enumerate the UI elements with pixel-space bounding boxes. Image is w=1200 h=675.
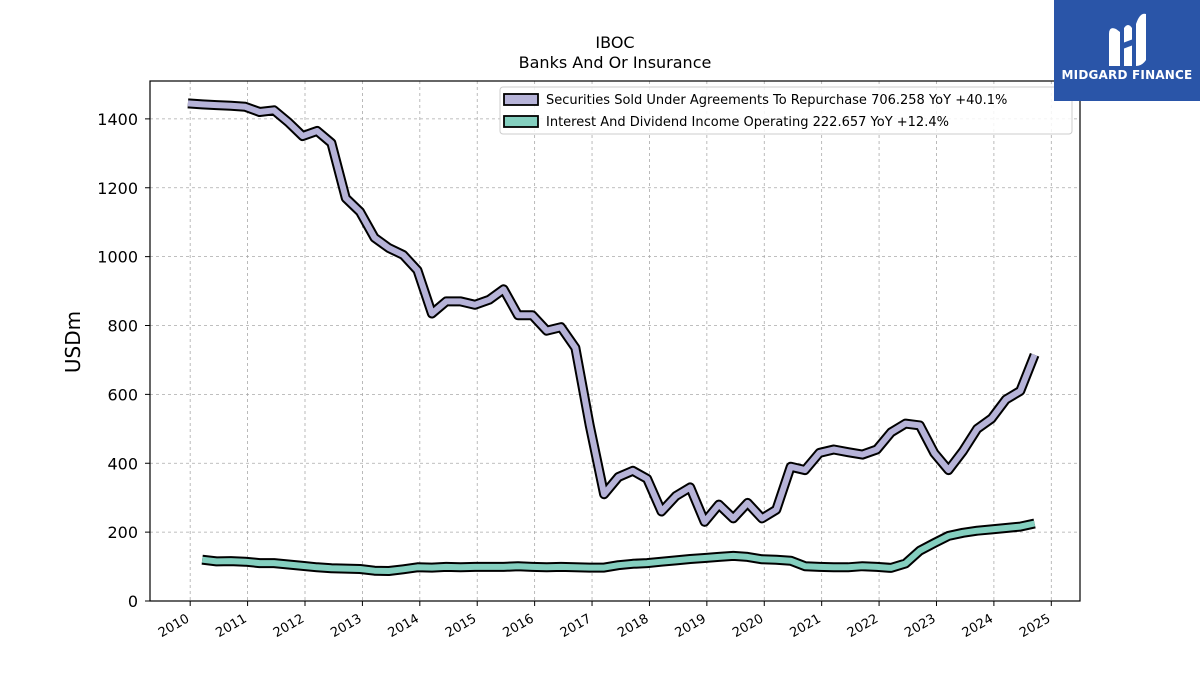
plot-frame <box>149 80 1081 602</box>
legend-label-repurchase: Securities Sold Under Agreements To Repu… <box>546 93 1007 108</box>
chart-title: IBOC <box>595 33 634 52</box>
x-tick-label: 2010 <box>156 611 192 641</box>
x-tick-label: 2022 <box>845 611 881 641</box>
x-tick-label: 2020 <box>730 611 766 641</box>
legend-swatch-repurchase <box>503 93 539 106</box>
y-tick-label: 1400 <box>97 110 138 129</box>
y-tick-label: 1200 <box>97 179 138 198</box>
x-tick-label: 2024 <box>960 611 996 641</box>
legend-swatch-interest <box>503 115 539 128</box>
y-tick-label: 600 <box>107 385 138 404</box>
y-tick-label: 0 <box>128 592 138 611</box>
x-tick-label: 2012 <box>271 611 307 641</box>
legend-box <box>499 86 1073 135</box>
x-tick-label: 2015 <box>443 611 479 641</box>
logo-mark-icon <box>1109 13 1146 67</box>
legend-label-interest: Interest And Dividend Income Operating 2… <box>546 115 949 130</box>
x-tick-label: 2011 <box>213 611 249 641</box>
y-tick-label: 200 <box>107 523 138 542</box>
x-tick-label: 2013 <box>328 611 364 641</box>
legend: Securities Sold Under Agreements To Repu… <box>499 86 1073 135</box>
chart-subtitle: Banks And Or Insurance <box>519 53 712 72</box>
logo-text: MIDGARD FINANCE <box>1061 68 1193 82</box>
y-axis-label: USDm <box>61 311 85 373</box>
midgard-finance-logo: MIDGARD FINANCE <box>1054 0 1200 101</box>
y-tick-label: 800 <box>107 317 138 336</box>
series-line-interest <box>201 520 1036 574</box>
x-tick-label: 2014 <box>386 611 422 641</box>
series-line-repurchase-outline <box>187 98 1040 527</box>
x-tick-label: 2023 <box>902 611 938 641</box>
series-layer <box>187 98 1040 576</box>
x-tick-label: 2025 <box>1017 611 1053 641</box>
series-line-repurchase <box>187 100 1038 525</box>
y-tick-label: 1000 <box>97 248 138 267</box>
x-tick-label: 2018 <box>615 611 651 641</box>
x-tick-label: 2016 <box>500 611 536 641</box>
x-tick-label: 2017 <box>558 611 594 641</box>
grid <box>150 81 1080 602</box>
x-tick-label: 2019 <box>673 611 709 641</box>
y-tick-label: 400 <box>107 454 138 473</box>
x-tick-label: 2021 <box>788 611 824 641</box>
